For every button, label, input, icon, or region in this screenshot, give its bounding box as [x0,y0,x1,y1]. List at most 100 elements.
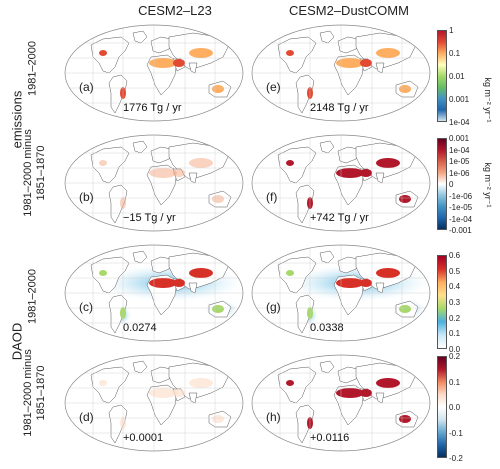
panel-f: (f) +742 Tg / yr [250,133,432,233]
dust-hotspot [399,85,411,93]
colorbar-daod: 0.6 0.5 0.4 0.3 0.2 0.1 0.0 [437,251,460,354]
dust-hotspot [360,389,372,397]
panel-label: (g) [266,300,281,314]
colorbar-tick: 1e-06 [449,168,470,178]
panel-value: 0.0338 [310,322,344,334]
dust-hotspot [360,279,372,287]
dust-hotspot [173,59,185,67]
panel-value: +742 Tg / yr [310,212,369,224]
dust-hotspot [376,48,400,58]
colorbar-tick: 1e-05 [449,157,470,166]
dust-hotspot [286,50,294,56]
panel-value: 2148 Tg / yr [310,102,369,114]
dust-hotspot [173,389,185,397]
panel-c: (c) 0.0274 [63,243,245,343]
colorbar-tick: 0.001 [449,95,470,104]
colorbar-tick: 1e-04 [449,145,470,155]
panel-value: −15 Tg / yr [123,212,176,224]
colorbar-emissions: 1 0.1 0.01 0.001 1e-04 [437,26,469,127]
panel-h: (h) +0.0116 [250,353,432,453]
colorbar-tick: 0.2 [449,313,461,323]
dust-hotspot [286,270,294,276]
map-h: (h) +0.0116 [251,354,431,452]
dust-hotspot [336,388,364,398]
colorbar-daod-diff: 0.2 0.1 0.0 -0.1 -0.2 [437,352,463,463]
map-a: (a) 1776 Tg / yr [64,24,244,122]
dust-hotspot [173,279,185,287]
dust-hotspot [212,305,224,313]
panel-label: (b) [79,190,94,204]
colorbar-tick: 0.0 [449,345,461,354]
row-label-emis-abs: 1981–2000 [26,40,39,97]
map-f: (f) +742 Tg / yr [251,134,431,232]
dust-hotspot [173,169,185,177]
map-d: (d) +0.0001 [64,354,244,452]
dust-hotspot [376,268,400,278]
dust-hotspot [286,160,294,166]
dust-hotspot [149,58,177,68]
dust-hotspot [399,305,411,313]
colorbar-tick: 1 [449,26,454,35]
dust-hotspot [212,85,224,93]
colorbar-tick: -0.2 [449,454,463,463]
row-label-daod-diff: 1981–2000 minus 1851–1870 [22,349,47,437]
colorbar-tick: 0.001 [449,134,470,143]
colorbar-tick: 0.4 [449,282,461,292]
panel-value: +0.0001 [123,432,163,444]
dust-hotspot [336,58,364,68]
dust-hotspot [376,158,400,168]
dust-hotspot [376,378,400,388]
row-label-emis-diff: 1981–2000 minus 1851–1870 [22,129,47,217]
colorbar-tick: 0.3 [449,298,461,307]
dust-hotspot [360,59,372,67]
panel-label: (d) [79,410,94,424]
dust-hotspot [99,50,107,56]
dust-hotspot [99,160,107,166]
dust-hotspot [149,278,177,288]
colorbar-tick: 0 [449,180,454,189]
colorbar-tick: -0.001 [449,226,472,235]
colorbar-tick: -1e-05 [449,203,473,212]
colorbar-tick: -1e-04 [449,214,473,224]
dust-hotspot [189,378,213,388]
colorbar-tick: 0.0 [449,403,461,412]
colorbar-tick: -1e-06 [449,191,473,201]
dust-hotspot [212,415,224,423]
column-title-l23: CESM2–L23 [138,3,212,18]
panel-a: (a) 1776 Tg / yr [63,23,245,123]
map-g: (g) 0.0338 [251,244,431,342]
row-label-daod-abs: 1981–2000 [26,268,39,325]
colorbar-tick: 0.01 [449,72,465,81]
dust-hotspot [189,48,213,58]
map-c: (c) 0.0274 [64,244,244,342]
dust-hotspot [212,195,224,203]
dust-hotspot [99,270,107,276]
dust-hotspot [189,158,213,168]
colorbar-tick: -0.1 [449,428,463,438]
colorbar-unit-emissions-diff: kg m⁻² yr⁻¹ [483,162,493,208]
dust-hotspot [189,268,213,278]
dust-hotspot [399,415,411,423]
colorbar-tick: 0.2 [449,352,461,361]
dust-hotspot [99,380,107,386]
colorbar-tick: 0.6 [449,251,461,260]
colorbar-emissions-diff: 0.001 1e-04 1e-05 1e-06 0 -1e-06 -1e-05 -1e-04 -… [437,134,472,235]
colorbar-tick: 0.1 [449,377,461,387]
panel-e: (e) 2148 Tg / yr [250,23,432,123]
map-b: (b) −15 Tg / yr [64,134,244,232]
colorbar-tick: 0.1 [449,49,461,58]
panel-label: (f) [266,190,277,204]
colorbar-tick: 0.1 [449,329,461,339]
panel-label: (h) [266,410,281,424]
panel-label: (e) [266,80,281,94]
dust-hotspot [149,388,177,398]
dust-hotspot [286,380,294,386]
panel-label: (c) [79,300,93,314]
column-title-dustcomm: CESM2–DustCOMM [289,3,409,18]
dust-hotspot [336,278,364,288]
panel-g: (g) 0.0338 [250,243,432,343]
colorbar-tick: 1e-04 [449,118,470,127]
panel-value: 0.0274 [123,322,157,334]
dust-hotspot [399,195,411,203]
panel-label: (a) [79,80,94,94]
